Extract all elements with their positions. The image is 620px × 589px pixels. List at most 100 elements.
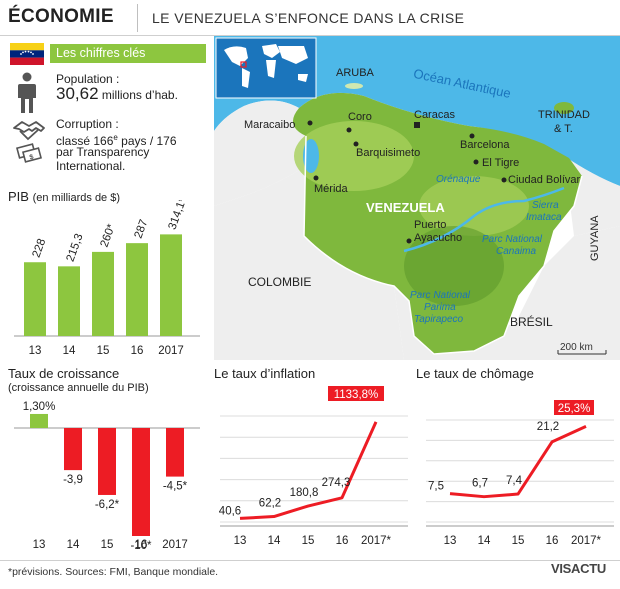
sierra-label-2: Imataca: [526, 212, 562, 223]
series-line: [239, 421, 378, 520]
page-title: ÉCONOMIE: [8, 6, 114, 27]
pib-bar: [24, 262, 46, 336]
person-icon: [18, 72, 36, 113]
canaima-label-1: Parc National: [482, 234, 543, 245]
growth-value-label: -6,2*: [95, 499, 120, 511]
footer-divider: [0, 560, 620, 561]
handshake-money-icon: $: [13, 121, 45, 163]
pib-chart: 228 13 215,3 14 260* 15 287 16 314,1* 2017: [14, 200, 200, 357]
growth-tick-label: 15: [101, 539, 114, 551]
growth-tick-label: 13: [33, 539, 46, 551]
pib-tick-label: 14: [63, 345, 76, 357]
city-maracaibo: Maracaibo: [244, 119, 295, 131]
point-value-label: 21,2: [537, 421, 559, 433]
venezuela-map: Océan Atlantique ARUBA TRINIDAD & T. GUY…: [214, 36, 620, 360]
trinidad-label-1: TRINIDAD: [538, 109, 590, 121]
population-unit: millions d’hab.: [98, 88, 178, 102]
corruption-label: Corruption :: [56, 117, 119, 131]
city-el-tigre: El Tigre: [482, 157, 519, 169]
lake-maracaibo: [303, 139, 319, 173]
parima-label-1: Parc National: [410, 290, 471, 301]
header-separator: [137, 4, 138, 32]
pib-bar: [92, 251, 114, 336]
x-tick-label: 16: [336, 535, 349, 547]
x-tick-label: 13: [234, 535, 247, 547]
last-value-badge: [328, 386, 384, 401]
venezuela-flag-icon: [10, 43, 44, 65]
x-tick-label: 2017*: [571, 535, 602, 547]
svg-text:$: $: [29, 154, 35, 162]
inflation-chart: 13 40,6 14 62,2 15 180,8 16 274,3 2017* 1133,8%: [219, 386, 408, 547]
pib-title-suffix: (en milliards de $): [32, 192, 121, 204]
growth-tick-label: 2017: [162, 539, 188, 551]
growth-chart: 1,30% 13 -3,9 14 -6,2* 15 -10*16 -4,5* 2017: [14, 401, 200, 552]
point-value-label: 62,2: [259, 498, 281, 510]
city-merida: Mérida: [314, 183, 349, 195]
city-ciudad-bolivar: Ciudad Bolívar: [508, 174, 580, 186]
growth-value-label: 1,30%: [23, 401, 56, 413]
growth-bar: [30, 413, 48, 428]
point-value-label: 180,8: [290, 487, 319, 499]
point-value-label: 7,4: [506, 475, 523, 487]
corruption-rank: classé 166: [56, 134, 114, 148]
city-ayacucho: Ayacucho: [414, 232, 462, 244]
trinidad-label-2: & T.: [554, 123, 573, 135]
pib-tick-label: 15: [97, 345, 110, 357]
growth-bar: [166, 428, 184, 477]
growth-bar: [98, 428, 116, 495]
canaima-label-2: Canaima: [496, 246, 536, 257]
pib-value-label: 287: [133, 218, 151, 240]
venezuela-label: VENEZUELA: [366, 200, 445, 215]
corruption-line-2: par Transparency: [56, 145, 150, 159]
bresil-label: BRÉSIL: [510, 314, 553, 329]
header-divider: [0, 35, 620, 36]
growth-value-label: -10*: [130, 540, 152, 552]
point-value-label: 274,3: [322, 477, 351, 489]
pib-value-label: 260*: [99, 222, 119, 249]
pib-tick-label: 16: [131, 345, 144, 357]
unemployment-title: Le taux de chômage: [416, 366, 534, 381]
visactu-logo: VISACTU: [551, 561, 606, 576]
last-value-label: 1133,8%: [334, 389, 379, 401]
growth-tick-label: 16: [135, 539, 148, 551]
growth-title: Taux de croissance: [8, 366, 120, 381]
city-puerto: Puerto: [414, 219, 446, 231]
pib-tick-label: 2017: [158, 345, 184, 357]
pib-bar: [126, 243, 148, 336]
parima-label-3: Tapirapeco: [414, 314, 464, 325]
footer-sources: *prévisions. Sources: FMI, Banque mondia…: [8, 566, 219, 578]
last-value-badge: [554, 400, 594, 415]
corruption-rank-post: pays / 176: [117, 134, 177, 148]
x-tick-label: 13: [444, 535, 457, 547]
pib-bar: [160, 234, 182, 336]
population-value: 30,62: [56, 84, 99, 103]
unemployment-chart: 13 7,5 14 6,7 15 7,4 16 21,2 2017* 25,3%: [426, 400, 614, 547]
sierra-label-1: Sierra: [532, 200, 559, 211]
x-tick-label: 15: [302, 535, 315, 547]
pib-tick-label: 13: [29, 345, 42, 357]
page-subtitle: LE VENEZUELA S’ENFONCE DANS LA CRISE: [152, 10, 465, 26]
aruba-label: ARUBA: [336, 67, 375, 79]
pib-value-label: 228: [31, 237, 49, 259]
point-value-label: 40,6: [219, 505, 241, 517]
guyana-label: GUYANA: [589, 215, 601, 261]
x-tick-label: 14: [268, 535, 281, 547]
last-value-label: 25,3%: [558, 403, 591, 415]
x-tick-label: 16: [546, 535, 559, 547]
x-tick-label: 14: [478, 535, 491, 547]
parima-label-2: Parima: [424, 302, 456, 313]
inflation-title: Le taux d’inflation: [214, 366, 316, 381]
corruption-rank-sup: e: [113, 133, 118, 142]
city-coro: Coro: [348, 111, 372, 123]
x-tick-label: 2017*: [361, 535, 392, 547]
pib-bar: [58, 266, 80, 336]
scale-label: 200 km: [560, 342, 593, 353]
key-figures-banner: Les chiffres clés: [50, 44, 206, 63]
growth-bar: [64, 428, 82, 471]
x-tick-label: 15: [512, 535, 525, 547]
population-label: Population :: [56, 72, 120, 86]
point-value-label: 6,7: [472, 478, 488, 490]
growth-tick-label: 14: [67, 539, 80, 551]
city-caracas: Caracas: [414, 109, 455, 121]
orinoco-river: [403, 186, 565, 253]
